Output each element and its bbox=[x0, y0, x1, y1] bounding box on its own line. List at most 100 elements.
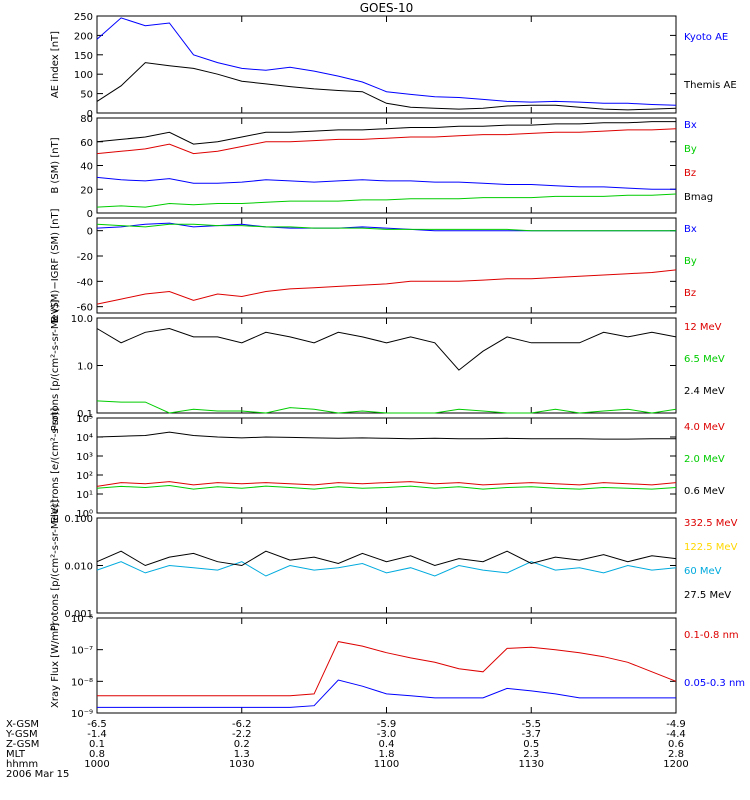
y-tick-label: 1.0 bbox=[77, 362, 93, 373]
legend-entry: 27.5 MeV bbox=[684, 590, 731, 601]
y-tick-label: 40 bbox=[80, 162, 93, 173]
series-line-themis-ae bbox=[96, 62, 677, 111]
y-tick-label: 0 bbox=[87, 209, 93, 220]
y-tick-label: 0 bbox=[87, 227, 93, 238]
legend-entry: 12 MeV bbox=[684, 322, 722, 333]
legend-entry: 2.4 MeV bbox=[684, 386, 725, 397]
x-axis-value: 0.4 bbox=[379, 739, 395, 750]
legend-entry: 0.05-0.3 nm bbox=[684, 678, 745, 689]
y-tick-label: 10⁻⁷ bbox=[71, 646, 93, 657]
y-tick-label: 20 bbox=[80, 185, 93, 196]
y-tick-label: 10⁻⁶ bbox=[71, 614, 93, 625]
panel-frame bbox=[96, 317, 677, 414]
x-axis-row-label: MLT bbox=[6, 749, 26, 760]
y-tick-label: 10⁵ bbox=[76, 414, 93, 425]
series-line-0-1-0-8-nm bbox=[97, 641, 677, 697]
y-axis-label: Protons [p/(cm²-s-sr-MeV)] bbox=[50, 500, 61, 632]
x-axis-value: -5.9 bbox=[377, 719, 397, 730]
series-line-60-mev bbox=[96, 561, 677, 577]
y-tick-label: 10⁴ bbox=[76, 433, 93, 444]
x-axis-value: -3.0 bbox=[377, 729, 397, 740]
legend-entry: By bbox=[684, 256, 697, 267]
x-axis-value: -4.4 bbox=[666, 729, 686, 740]
legend-entry: Bz bbox=[684, 168, 696, 179]
series-line-bz bbox=[96, 128, 677, 155]
y-tick-label: 10² bbox=[76, 471, 93, 482]
series-line-0-05-0-3-nm bbox=[97, 679, 676, 708]
y-axis-label: B (SM) [nT] bbox=[50, 137, 61, 193]
x-axis-value: 2.3 bbox=[523, 749, 539, 760]
y-tick-label: 80 bbox=[80, 114, 93, 125]
x-axis-value: 1100 bbox=[374, 759, 399, 770]
x-axis-value: 1130 bbox=[519, 759, 544, 770]
panel-frame bbox=[96, 617, 677, 714]
y-tick-label: 0.100 bbox=[64, 514, 93, 525]
x-axis-value: 0.5 bbox=[523, 739, 539, 750]
x-axis-row-label: Z-GSM bbox=[6, 739, 39, 750]
x-axis-value: -4.9 bbox=[666, 719, 686, 730]
x-axis-value: 0.8 bbox=[89, 749, 105, 760]
x-axis-value: 0.1 bbox=[89, 739, 105, 750]
legend-entry: 60 MeV bbox=[684, 566, 722, 577]
panel-frame bbox=[96, 15, 677, 114]
y-tick-label: 0.010 bbox=[64, 562, 93, 573]
legend-entry: Bmag bbox=[684, 192, 713, 203]
legend-entry: 0.1-0.8 nm bbox=[684, 630, 739, 641]
y-tick-label: 50 bbox=[80, 90, 93, 101]
series-line-bz bbox=[96, 269, 677, 305]
legend-entry: Bx bbox=[684, 120, 697, 131]
series-line-bx bbox=[96, 176, 676, 190]
x-axis-value: 2.8 bbox=[668, 749, 684, 760]
series-line-by bbox=[96, 223, 676, 232]
x-axis-value: 1030 bbox=[229, 759, 254, 770]
y-tick-label: 10⁰ bbox=[76, 509, 93, 520]
x-axis-row-label: Y-GSM bbox=[5, 729, 38, 740]
y-tick-label: 60 bbox=[80, 138, 93, 149]
x-axis-value: -2.2 bbox=[232, 729, 252, 740]
y-tick-label: 150 bbox=[74, 51, 93, 62]
series-line-0-6-mev bbox=[96, 431, 676, 440]
legend-entry: By bbox=[684, 144, 697, 155]
y-tick-label: 0.1 bbox=[77, 409, 93, 420]
series-line-2-0-mev bbox=[96, 484, 677, 490]
x-axis-value: -5.5 bbox=[521, 719, 541, 730]
x-axis-value: 1.3 bbox=[234, 749, 250, 760]
y-tick-label: -40 bbox=[77, 277, 93, 288]
legend-entry: 4.0 MeV bbox=[684, 422, 725, 433]
series-line-27-5-mev bbox=[96, 550, 677, 567]
x-axis-date: 2006 Mar 15 bbox=[6, 769, 69, 780]
legend-entry: Bz bbox=[684, 288, 696, 299]
x-axis-value: 1.8 bbox=[379, 749, 395, 760]
y-tick-label: 0.001 bbox=[64, 609, 93, 620]
y-axis-label: Electrons [e/(cm²-s-sr)] bbox=[50, 408, 61, 524]
y-tick-label: 250 bbox=[74, 12, 93, 23]
y-axis-label: B (SM)−IGRF (SM) [nT] bbox=[50, 208, 61, 322]
legend-entry: 0.6 MeV bbox=[684, 486, 725, 497]
y-tick-label: 100 bbox=[74, 70, 93, 81]
chart-title: GOES-10 bbox=[360, 1, 414, 15]
y-axis-label: AE index [nT] bbox=[50, 31, 61, 98]
legend-entry: 2.0 MeV bbox=[684, 454, 725, 465]
series-line-kyoto-ae bbox=[96, 17, 677, 106]
legend-entry: 332.5 MeV bbox=[684, 518, 738, 529]
y-tick-label: 10⁻⁹ bbox=[71, 709, 93, 720]
x-axis-value: 1200 bbox=[663, 759, 688, 770]
x-axis-row-label: X-GSM bbox=[6, 719, 39, 730]
x-axis-value: -1.4 bbox=[87, 729, 107, 740]
y-tick-label: 10.0 bbox=[71, 314, 93, 325]
series-line-by bbox=[96, 193, 677, 208]
y-tick-label: 200 bbox=[74, 31, 93, 42]
y-tick-label: 10⁻⁸ bbox=[71, 677, 93, 688]
series-line-6-5-mev bbox=[96, 400, 677, 414]
y-axis-label: Xray Flux [W/m²] bbox=[50, 623, 61, 708]
series-line-bmag bbox=[96, 121, 676, 145]
y-tick-label: 10¹ bbox=[76, 490, 93, 501]
x-axis-value: -3.7 bbox=[521, 729, 541, 740]
x-axis-value: 0.2 bbox=[234, 739, 250, 750]
x-axis-value: -6.5 bbox=[87, 719, 107, 730]
y-tick-label: 0 bbox=[87, 109, 93, 120]
legend-entry: Themis AE bbox=[683, 80, 737, 91]
x-axis-value: -6.2 bbox=[232, 719, 252, 730]
